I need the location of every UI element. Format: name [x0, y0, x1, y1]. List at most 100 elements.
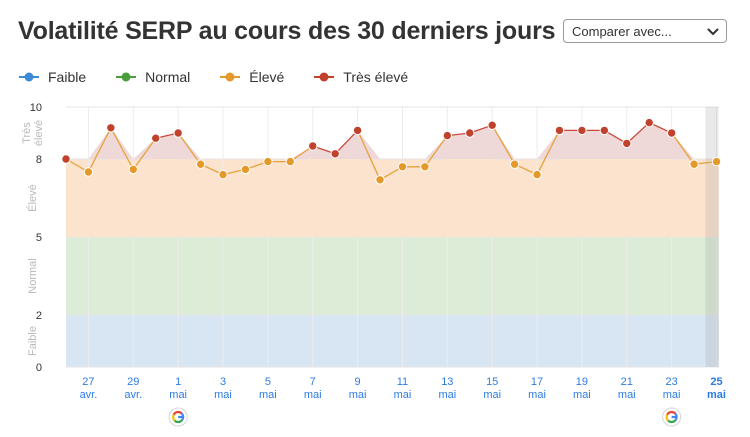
data-point: [644, 117, 654, 128]
series-segment: [132, 137, 157, 170]
x-tick-month: mai: [573, 389, 591, 401]
google-update-icon: [662, 407, 682, 427]
data-point: [330, 149, 340, 159]
x-tick-day: 13: [441, 376, 453, 388]
x-tick-month: mai: [663, 389, 681, 401]
series-segment: [87, 127, 112, 173]
zone-label-faible: Faible: [27, 326, 39, 356]
x-tick-month: mai: [438, 389, 456, 401]
data-point: [263, 156, 273, 167]
legend-marker-normal: [116, 72, 137, 82]
data-point: [83, 167, 94, 177]
data-point: [554, 125, 565, 136]
x-tick-day: 11: [397, 376, 408, 388]
page-title: Volatilité SERP au cours des 30 derniers…: [18, 17, 556, 45]
data-point: [375, 175, 385, 185]
x-tick-day: 9: [355, 376, 361, 388]
compare-dropdown-label: Comparer avec...: [572, 24, 672, 39]
data-point: [711, 156, 722, 167]
chevron-down-icon: [707, 28, 719, 35]
series-segment: [536, 130, 561, 175]
legend-label-normal: Normal: [145, 69, 191, 85]
data-point: [195, 159, 206, 169]
compare-dropdown[interactable]: Comparer avec...: [563, 19, 727, 43]
x-tick-month: mai: [528, 389, 546, 401]
y-tick-label: 2: [36, 310, 42, 322]
x-tick-month: avr.: [124, 389, 142, 401]
area-eleve: [66, 159, 717, 237]
x-tick-day: 1: [175, 376, 181, 388]
legend: Faible Normal Élevé Très élevé: [19, 69, 438, 85]
x-tick-month: mai: [707, 389, 726, 401]
area-tres-eleve: [66, 122, 717, 159]
x-tick-day: 29: [127, 376, 139, 388]
y-tick-label: 8: [36, 154, 42, 166]
zone-label-tres-eleve: élevé: [33, 120, 45, 146]
data-point: [509, 159, 520, 169]
x-tick-day: 5: [265, 376, 271, 388]
data-point: [218, 169, 228, 180]
legend-label-eleve: Élevé: [249, 69, 285, 85]
data-point: [173, 128, 183, 138]
legend-item-normal[interactable]: Normal: [116, 69, 190, 85]
x-tick-month: mai: [483, 389, 501, 401]
current-day-highlight: [705, 107, 719, 367]
y-tick-label: 10: [30, 102, 42, 114]
x-tick-day: 3: [220, 376, 226, 388]
x-tick-day: 25: [710, 376, 722, 388]
legend-label-faible: Faible: [48, 69, 87, 85]
zone-faible: [66, 315, 719, 367]
x-tick-month: mai: [169, 389, 187, 401]
data-point: [285, 156, 296, 167]
legend-marker-tres-eleve: [314, 72, 335, 82]
data-point: [240, 164, 251, 175]
data-point: [308, 141, 318, 151]
x-tick-month: mai: [349, 389, 367, 401]
zone-label-eleve: Élevé: [26, 184, 39, 212]
x-tick-month: mai: [394, 389, 412, 401]
x-tick-month: mai: [618, 389, 636, 401]
data-point: [622, 138, 632, 149]
x-tick-day: 21: [621, 376, 633, 388]
series-segment: [626, 122, 650, 144]
data-point: [532, 169, 542, 180]
data-point: [442, 130, 453, 141]
x-tick-month: mai: [214, 389, 232, 401]
series-segment: [334, 129, 359, 155]
x-tick-day: 7: [310, 376, 316, 388]
data-point: [465, 128, 475, 138]
data-point: [689, 159, 699, 169]
x-tick-month: avr.: [80, 389, 98, 401]
x-tick-day: 27: [82, 376, 94, 388]
data-point: [61, 154, 71, 164]
data-point: [151, 133, 161, 143]
data-point: [666, 128, 677, 138]
y-tick-label: 5: [36, 232, 42, 244]
series-segment: [424, 135, 448, 168]
legend-item-tres-eleve[interactable]: Très élevé: [314, 69, 408, 85]
zone-normal: [66, 237, 719, 315]
x-tick-day: 19: [576, 376, 588, 388]
zone-label-normal: Normal: [27, 258, 39, 293]
x-tick-day: 15: [486, 376, 498, 388]
legend-item-faible[interactable]: Faible: [19, 69, 86, 85]
legend-item-eleve[interactable]: Élevé: [220, 69, 284, 85]
google-update-icon: [168, 407, 188, 427]
series-segment: [671, 132, 695, 165]
x-tick-month: mai: [304, 389, 322, 401]
legend-label-tres-eleve: Très élevé: [343, 69, 409, 85]
x-tick-day: 17: [531, 376, 543, 388]
data-point: [599, 125, 610, 136]
data-point: [397, 162, 408, 172]
x-tick-day: 23: [666, 376, 678, 388]
x-tick-month: mai: [259, 389, 277, 401]
legend-marker-eleve: [220, 72, 241, 82]
data-point: [577, 125, 587, 136]
series-segment: [491, 124, 516, 165]
data-point: [106, 123, 116, 133]
data-point: [420, 162, 430, 172]
zone-label-tres-eleve: Très: [21, 122, 33, 144]
data-point: [487, 120, 497, 130]
data-point: [352, 125, 363, 136]
